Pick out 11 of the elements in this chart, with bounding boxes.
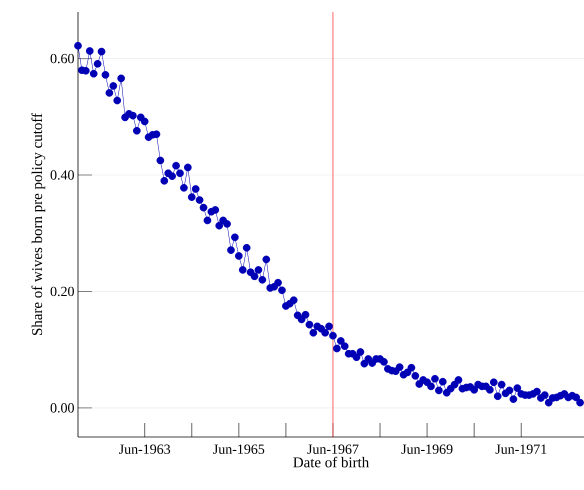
y-tick-label: 0.60: [50, 54, 74, 64]
y-tick-label: 0.20: [50, 286, 74, 296]
y-axis-title: Share of wives born pre policy cutoff: [31, 112, 46, 335]
y-tick-label: 0.40: [50, 170, 74, 180]
x-tick-label: Jun-1971: [496, 444, 546, 454]
x-tick-label: Jun-1965: [213, 444, 264, 454]
x-tick-label: Jun-1969: [401, 444, 452, 454]
y-tick-label: 0.00: [50, 403, 74, 413]
x-tick-label: Jun-1967: [307, 444, 359, 454]
x-tick-label: Jun-1963: [119, 444, 170, 454]
x-axis-title: Date of birth: [293, 456, 369, 468]
